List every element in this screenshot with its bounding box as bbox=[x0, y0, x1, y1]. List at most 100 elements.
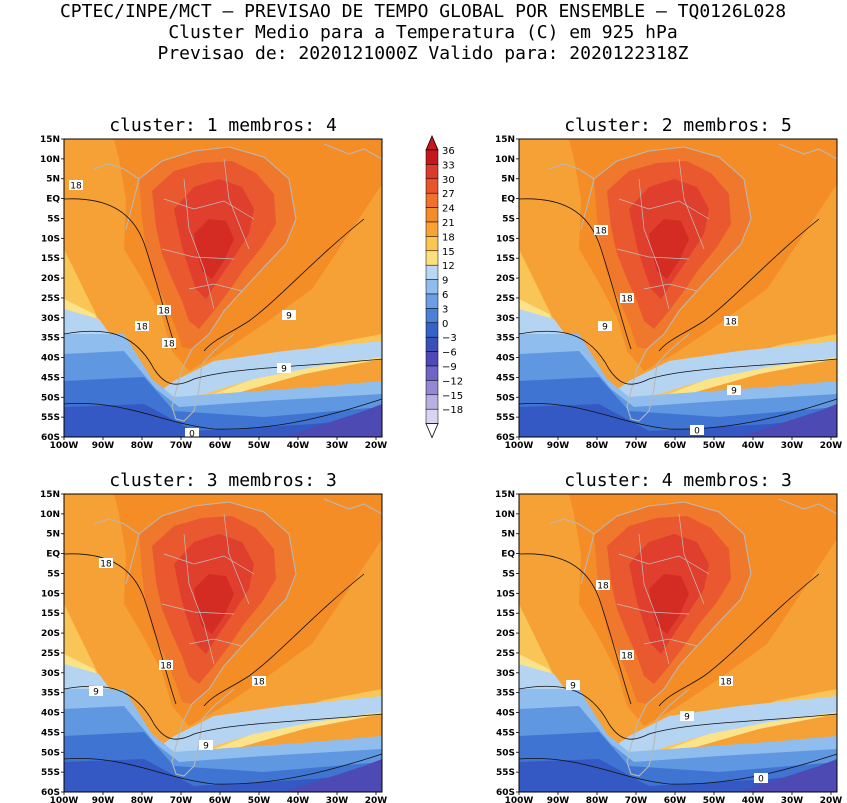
temperature-band-tm3 bbox=[519, 404, 837, 437]
svg-text:9: 9 bbox=[203, 742, 209, 752]
lat-tick-label: 10S bbox=[496, 234, 515, 244]
lat-tick-label: 25S bbox=[496, 294, 515, 304]
country-border bbox=[188, 283, 243, 292]
lon-tick-label: 80W bbox=[586, 441, 609, 451]
country-border bbox=[183, 178, 215, 310]
lat-tick-label: 15S bbox=[41, 254, 60, 264]
colorbar-swatch bbox=[425, 308, 439, 324]
lat-tick-label: 15N bbox=[40, 490, 60, 500]
contour-line bbox=[64, 753, 382, 785]
lon-tick-label: 80W bbox=[131, 796, 154, 803]
svg-text:18: 18 bbox=[160, 662, 172, 672]
lat-tick-label: 25S bbox=[41, 649, 60, 659]
lon-tick-label: 90W bbox=[547, 796, 570, 803]
coastline bbox=[93, 163, 140, 180]
panel-title: cluster: 3 membros: 3 bbox=[109, 470, 337, 491]
colorbar-swatch bbox=[425, 293, 439, 309]
contour-line bbox=[203, 218, 365, 352]
lat-tick-label: 35S bbox=[41, 689, 60, 699]
svg-text:18: 18 bbox=[720, 678, 732, 688]
lat-tick-label: 45S bbox=[496, 373, 515, 383]
lat-tick-label: 15N bbox=[40, 135, 60, 145]
contour-label: 9 bbox=[598, 321, 612, 333]
colorbar-level-label: 36 bbox=[442, 146, 455, 157]
lon-tick-label: 40W bbox=[742, 441, 765, 451]
colorbar-swatch bbox=[425, 380, 439, 396]
coastline bbox=[548, 163, 595, 180]
contour-line bbox=[519, 553, 632, 705]
lon-tick-label: 60W bbox=[664, 441, 687, 451]
contour-label: 18 bbox=[99, 558, 113, 570]
lat-tick-label: 35S bbox=[41, 334, 60, 344]
country-border bbox=[638, 178, 670, 310]
svg-text:18: 18 bbox=[136, 323, 148, 333]
lat-tick-label: 30S bbox=[41, 669, 60, 679]
colorbar-top-arrow bbox=[425, 134, 439, 151]
temperature-band-t33 bbox=[649, 219, 689, 279]
lat-tick-label: 10N bbox=[40, 510, 60, 520]
contour-label: 0 bbox=[754, 773, 768, 785]
contour-label: 9 bbox=[277, 363, 291, 375]
lat-tick-label: 50S bbox=[496, 393, 515, 403]
lat-tick-label: 50S bbox=[496, 748, 515, 758]
lat-tick-label: 20S bbox=[496, 274, 515, 284]
lat-tick-label: EQ bbox=[501, 550, 515, 560]
contour-label: 18 bbox=[69, 180, 83, 192]
lon-tick-label: 20W bbox=[365, 796, 388, 803]
temperature-band-tm6 bbox=[284, 759, 382, 792]
svg-text:18: 18 bbox=[597, 582, 609, 592]
colorbar-level-label: 24 bbox=[442, 204, 455, 215]
country-border bbox=[616, 248, 690, 260]
lon-tick-label: 70W bbox=[170, 441, 193, 451]
colorbar-swatch bbox=[425, 322, 439, 338]
lat-tick-label: 60S bbox=[496, 788, 515, 798]
country-border bbox=[223, 158, 250, 250]
colorbar-swatch bbox=[425, 394, 439, 410]
panel-title: cluster: 1 membros: 4 bbox=[109, 115, 337, 136]
lon-tick-label: 70W bbox=[625, 796, 648, 803]
coastline bbox=[323, 498, 382, 515]
contour-label: 18 bbox=[719, 676, 733, 688]
lat-tick-label: 60S bbox=[41, 788, 60, 798]
lat-tick-label: 15S bbox=[496, 609, 515, 619]
temperature-band-t33 bbox=[649, 574, 689, 634]
svg-text:18: 18 bbox=[70, 182, 82, 192]
colorbar-level-label: −12 bbox=[442, 376, 463, 387]
colorbar-level-label: 9 bbox=[442, 276, 448, 287]
colorbar-level-label: 27 bbox=[442, 189, 455, 200]
lon-tick-label: 70W bbox=[170, 796, 193, 803]
svg-text:0: 0 bbox=[758, 775, 764, 785]
svg-text:0: 0 bbox=[189, 430, 195, 440]
country-border bbox=[161, 248, 235, 260]
lon-tick-label: 50W bbox=[703, 441, 726, 451]
svg-text:18: 18 bbox=[158, 307, 170, 317]
lat-tick-label: 20S bbox=[41, 274, 60, 284]
lat-tick-label: 30S bbox=[496, 314, 515, 324]
colorbar-level-label: −6 bbox=[442, 348, 457, 359]
colorbar-level-label: 12 bbox=[442, 261, 455, 272]
lat-tick-label: 15S bbox=[496, 254, 515, 264]
country-border bbox=[643, 638, 698, 647]
contour-line bbox=[658, 218, 820, 352]
coastline bbox=[593, 501, 752, 777]
temperature-field: 18 18 9 18 9 bbox=[64, 494, 382, 792]
svg-text:18: 18 bbox=[253, 678, 265, 688]
country-border bbox=[223, 513, 250, 605]
coastline bbox=[778, 498, 837, 515]
title-line-3: Previsao de: 2020121000Z Valido para: 20… bbox=[157, 43, 688, 64]
svg-text:9: 9 bbox=[281, 365, 287, 375]
lat-tick-label: EQ bbox=[46, 195, 60, 205]
lon-tick-label: 90W bbox=[547, 441, 570, 451]
country-border bbox=[163, 553, 255, 575]
lon-tick-label: 20W bbox=[820, 441, 843, 451]
lon-tick-label: 30W bbox=[781, 796, 804, 803]
lat-tick-label: 60S bbox=[41, 433, 60, 443]
contour-line bbox=[519, 330, 837, 385]
temperature-field: 18 18 9 18 9 0 bbox=[519, 139, 837, 437]
lat-tick-label: 35S bbox=[496, 334, 515, 344]
contour-line bbox=[64, 685, 382, 740]
lat-tick-label: 10N bbox=[495, 510, 515, 520]
svg-text:9: 9 bbox=[286, 312, 292, 322]
lat-tick-label: 40S bbox=[41, 709, 60, 719]
